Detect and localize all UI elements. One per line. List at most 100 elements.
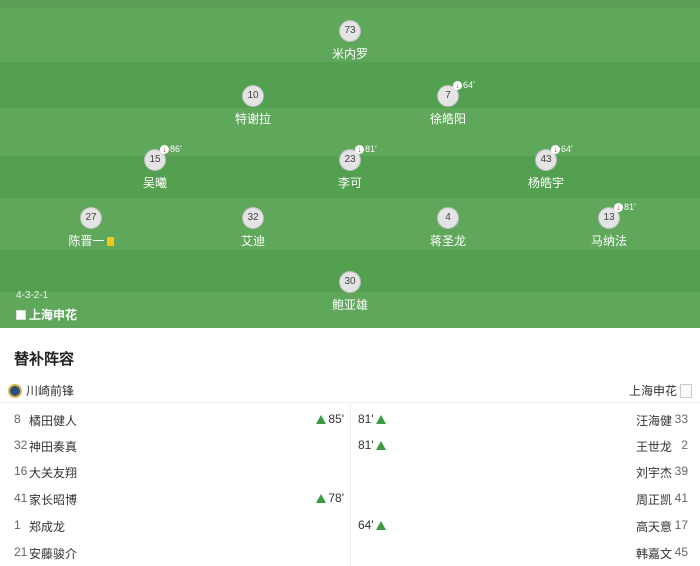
home-sub-number: 8 xyxy=(14,412,21,426)
player-number: 7 ↓ 64' xyxy=(438,80,475,106)
section-title: 替补阵容 xyxy=(14,351,75,368)
player-name: 艾迪 xyxy=(240,234,265,248)
column-divider xyxy=(350,404,351,566)
player-name: 李可 xyxy=(337,176,362,190)
home-sub-number: 32 xyxy=(14,438,28,452)
sub-on-arrow-icon xyxy=(375,441,386,450)
home-sub-name[interactable]: 神田奏真 xyxy=(29,440,78,454)
home-sub-on-time: 85' xyxy=(316,412,344,426)
player-marker[interactable]: 30 鲍亚雄 xyxy=(290,271,410,313)
player-marker[interactable]: 73 米内罗 xyxy=(290,20,410,62)
player-name: 马纳法 xyxy=(590,234,627,248)
player-name: 吴曦 xyxy=(142,176,167,190)
away-sub-number: 45 xyxy=(674,545,688,559)
home-sub-name[interactable]: 家长昭博 xyxy=(29,493,78,507)
player-name: 特谢拉 xyxy=(234,112,271,126)
player-number: 27 xyxy=(81,208,101,228)
sub-on-arrow-icon xyxy=(316,415,327,424)
sub-off-indicator: ↓ 64' xyxy=(551,143,573,155)
away-sub-on-time: 64' xyxy=(358,518,386,532)
sub-off-indicator: ↓ 81' xyxy=(614,201,636,213)
away-sub-number: 33 xyxy=(674,412,688,426)
sub-row: 16 大关友翔 刘宇杰 39 xyxy=(0,459,700,485)
player-marker[interactable]: 15 ↓ 86' 吴曦 xyxy=(95,144,215,191)
home-sub-on-time: 78' xyxy=(316,491,344,505)
sub-off-indicator: ↓ 86' xyxy=(160,143,182,155)
pitch-stripe xyxy=(0,62,700,108)
player-name: 蒋圣龙 xyxy=(429,234,466,248)
home-team[interactable]: 川崎前锋 xyxy=(8,382,74,399)
player-marker[interactable]: 43 ↓ 64' 杨皓宇 xyxy=(486,144,606,191)
sub-off-arrow-icon: ↓ xyxy=(160,145,169,154)
player-number: 73 xyxy=(340,21,360,41)
away-sub-name[interactable]: 刘宇杰 xyxy=(635,466,672,480)
away-sub-name[interactable]: 周正凯 xyxy=(635,493,672,507)
sub-off-indicator: ↓ 81' xyxy=(355,143,377,155)
sub-off-arrow-icon: ↓ xyxy=(355,145,364,154)
home-sub-name[interactable]: 安藤骏介 xyxy=(29,547,78,561)
team-logo-icon xyxy=(16,310,26,320)
away-sub-number: 2 xyxy=(681,438,688,452)
sub-on-arrow-icon xyxy=(375,415,386,424)
pitch-stripe xyxy=(0,0,700,8)
player-name: 米内罗 xyxy=(331,47,368,61)
player-marker[interactable]: 13 ↓ 81' 马纳法 xyxy=(549,202,669,249)
team-header-row: 川崎前锋 上海申花 xyxy=(0,379,700,403)
player-marker[interactable]: 27 陈晋一 xyxy=(31,207,151,249)
away-sub-number: 41 xyxy=(674,491,688,505)
away-sub-number: 17 xyxy=(674,518,688,532)
yellow-card-icon xyxy=(106,237,114,246)
pitch-stripe xyxy=(0,108,700,156)
sub-row: 1 郑成龙 64' 高天意 17 xyxy=(0,513,700,539)
away-sub-name[interactable]: 汪海健 xyxy=(635,414,672,428)
away-sub-on-time: 81' xyxy=(358,412,386,426)
substitutes-section: 替补阵容 川崎前锋 上海申花 8 橘田健人 85' 81' 汪海健 33 32 … xyxy=(0,328,700,566)
sub-on-arrow-icon xyxy=(316,494,327,503)
player-name: 陈晋一 xyxy=(31,232,151,249)
sub-row: 21 安藤骏介 韩嘉文 45 xyxy=(0,540,700,566)
pitch-stripe xyxy=(0,198,700,250)
player-number: 30 xyxy=(340,272,360,292)
team-label: 上海申花 xyxy=(16,306,77,323)
player-marker[interactable]: 32 艾迪 xyxy=(193,207,313,249)
sub-row: 32 神田奏真 81' 王世龙 2 xyxy=(0,433,700,459)
sub-off-arrow-icon: ↓ xyxy=(614,203,623,212)
player-number: 10 xyxy=(243,86,263,106)
away-sub-name[interactable]: 韩嘉文 xyxy=(635,547,672,561)
away-sub-on-time: 81' xyxy=(358,438,386,452)
home-sub-name[interactable]: 郑成龙 xyxy=(29,520,66,534)
sub-off-arrow-icon: ↓ xyxy=(551,145,560,154)
home-sub-name[interactable]: 大关友翔 xyxy=(29,466,78,480)
player-marker[interactable]: 23 ↓ 81' 李可 xyxy=(290,144,410,191)
away-sub-number: 39 xyxy=(674,464,688,478)
player-marker[interactable]: 7 ↓ 64' 徐皓阳 xyxy=(388,80,508,127)
player-number: 23 ↓ 81' xyxy=(340,144,377,170)
sub-row: 8 橘田健人 85' 81' 汪海健 33 xyxy=(0,407,700,433)
formation-label: 4-3-2-1 xyxy=(16,290,49,301)
player-marker[interactable]: 10 特谢拉 xyxy=(193,85,313,127)
home-sub-number: 41 xyxy=(14,491,28,505)
player-number: 43 ↓ 64' xyxy=(536,144,573,170)
team-logo-icon xyxy=(680,384,692,398)
player-marker[interactable]: 4 蒋圣龙 xyxy=(388,207,508,249)
sub-on-arrow-icon xyxy=(375,521,386,530)
player-name: 杨皓宇 xyxy=(527,176,564,190)
home-sub-number: 16 xyxy=(14,464,28,478)
sub-off-arrow-icon: ↓ xyxy=(453,81,462,90)
home-sub-number: 1 xyxy=(14,518,21,532)
away-team[interactable]: 上海申花 xyxy=(629,382,692,399)
away-sub-name[interactable]: 王世龙 xyxy=(635,440,672,454)
sub-row: 41 家长昭博 78' 周正凯 41 xyxy=(0,486,700,512)
player-number: 13 ↓ 81' xyxy=(599,202,636,228)
home-sub-name[interactable]: 橘田健人 xyxy=(29,414,78,428)
pitch: 73 米内罗 10 特谢拉 7 ↓ 64' 徐皓阳 15 ↓ 86' 吴曦 23 ↓… xyxy=(0,0,700,328)
kawasaki-badge-icon xyxy=(8,384,22,398)
pitch-stripe xyxy=(0,292,700,328)
home-sub-number: 21 xyxy=(14,545,28,559)
player-number: 15 ↓ 86' xyxy=(145,144,182,170)
sub-off-indicator: ↓ 64' xyxy=(453,79,475,91)
player-number: 4 xyxy=(438,208,458,228)
player-name: 鲍亚雄 xyxy=(331,298,368,312)
away-sub-name[interactable]: 高天意 xyxy=(635,520,672,534)
player-number: 32 xyxy=(243,208,263,228)
